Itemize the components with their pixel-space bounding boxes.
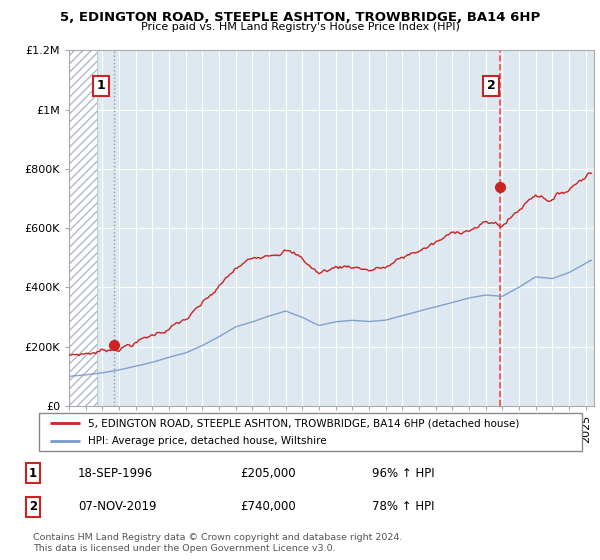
FancyBboxPatch shape [39, 413, 582, 451]
Text: £740,000: £740,000 [240, 500, 296, 514]
Text: 1: 1 [29, 466, 37, 480]
Text: HPI: Average price, detached house, Wiltshire: HPI: Average price, detached house, Wilt… [88, 436, 326, 446]
Text: Price paid vs. HM Land Registry's House Price Index (HPI): Price paid vs. HM Land Registry's House … [140, 22, 460, 32]
Text: 96% ↑ HPI: 96% ↑ HPI [372, 466, 434, 480]
Text: £205,000: £205,000 [240, 466, 296, 480]
Bar [69, 50, 97, 406]
Text: 2: 2 [29, 500, 37, 514]
Text: 18-SEP-1996: 18-SEP-1996 [78, 466, 153, 480]
Text: 07-NOV-2019: 07-NOV-2019 [78, 500, 157, 514]
Text: 5, EDINGTON ROAD, STEEPLE ASHTON, TROWBRIDGE, BA14 6HP: 5, EDINGTON ROAD, STEEPLE ASHTON, TROWBR… [60, 11, 540, 24]
Text: 2: 2 [487, 80, 496, 92]
Text: 78% ↑ HPI: 78% ↑ HPI [372, 500, 434, 514]
Text: Contains HM Land Registry data © Crown copyright and database right 2024.
This d: Contains HM Land Registry data © Crown c… [33, 533, 403, 553]
Text: 5, EDINGTON ROAD, STEEPLE ASHTON, TROWBRIDGE, BA14 6HP (detached house): 5, EDINGTON ROAD, STEEPLE ASHTON, TROWBR… [88, 418, 519, 428]
Text: 1: 1 [97, 80, 106, 92]
